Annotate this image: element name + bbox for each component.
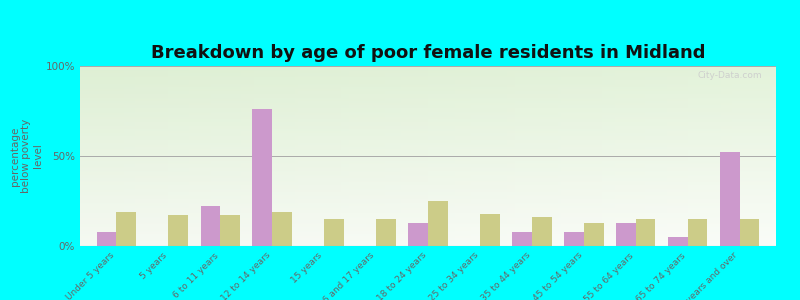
Bar bbox=[584, 223, 603, 246]
Bar bbox=[324, 219, 344, 246]
Bar bbox=[428, 201, 448, 246]
Title: Breakdown by age of poor female residents in Midland: Breakdown by age of poor female resident… bbox=[150, 44, 706, 62]
Bar bbox=[532, 217, 552, 246]
Y-axis label: percentage
below poverty
level: percentage below poverty level bbox=[10, 119, 43, 193]
Bar bbox=[253, 109, 272, 246]
Bar bbox=[636, 219, 655, 246]
Bar bbox=[220, 215, 240, 246]
Bar bbox=[272, 212, 292, 246]
Bar bbox=[408, 223, 428, 246]
Bar bbox=[668, 237, 688, 246]
Bar bbox=[116, 212, 136, 246]
Bar bbox=[201, 206, 220, 246]
Bar bbox=[168, 215, 188, 246]
Bar bbox=[720, 152, 740, 246]
Bar bbox=[512, 232, 532, 246]
Bar bbox=[97, 232, 116, 246]
Bar bbox=[376, 219, 396, 246]
Text: City-Data.com: City-Data.com bbox=[698, 71, 762, 80]
Bar bbox=[740, 219, 759, 246]
Bar bbox=[688, 219, 707, 246]
Bar bbox=[480, 214, 500, 246]
Bar bbox=[564, 232, 584, 246]
Bar bbox=[616, 223, 636, 246]
